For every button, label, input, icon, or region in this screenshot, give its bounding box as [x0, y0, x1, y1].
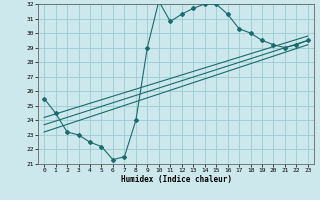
- X-axis label: Humidex (Indice chaleur): Humidex (Indice chaleur): [121, 175, 231, 184]
